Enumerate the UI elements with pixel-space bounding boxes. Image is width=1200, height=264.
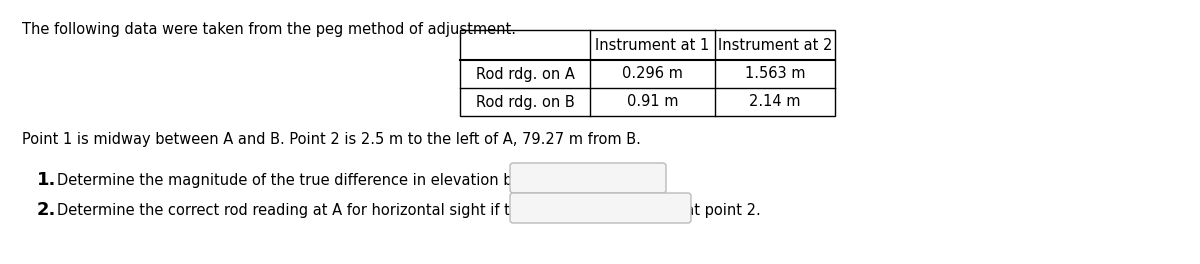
Text: 2.14 m: 2.14 m [749,95,800,110]
Text: The following data were taken from the peg method of adjustment.: The following data were taken from the p… [22,22,516,37]
Text: 1.: 1. [37,171,56,189]
Text: Instrument at 2: Instrument at 2 [718,37,832,53]
Text: 1.563 m: 1.563 m [745,67,805,82]
Text: Rod rdg. on A: Rod rdg. on A [475,67,575,82]
Text: 0.296 m: 0.296 m [622,67,683,82]
Text: Instrument at 1: Instrument at 1 [595,37,709,53]
Text: 2.: 2. [37,201,56,219]
FancyBboxPatch shape [510,193,691,223]
Text: Determine the correct rod reading at A for horizontal sight if the instrument is: Determine the correct rod reading at A f… [58,203,761,218]
Text: 0.91 m: 0.91 m [626,95,678,110]
FancyBboxPatch shape [510,163,666,193]
Bar [460,30,835,116]
Text: Point 1 is midway between A and B. Point 2 is 2.5 m to the left of A, 79.27 m fr: Point 1 is midway between A and B. Point… [22,132,641,147]
Text: Determine the magnitude of the true difference in elevation between A and B.: Determine the magnitude of the true diff… [58,173,632,188]
Text: Rod rdg. on B: Rod rdg. on B [475,95,575,110]
